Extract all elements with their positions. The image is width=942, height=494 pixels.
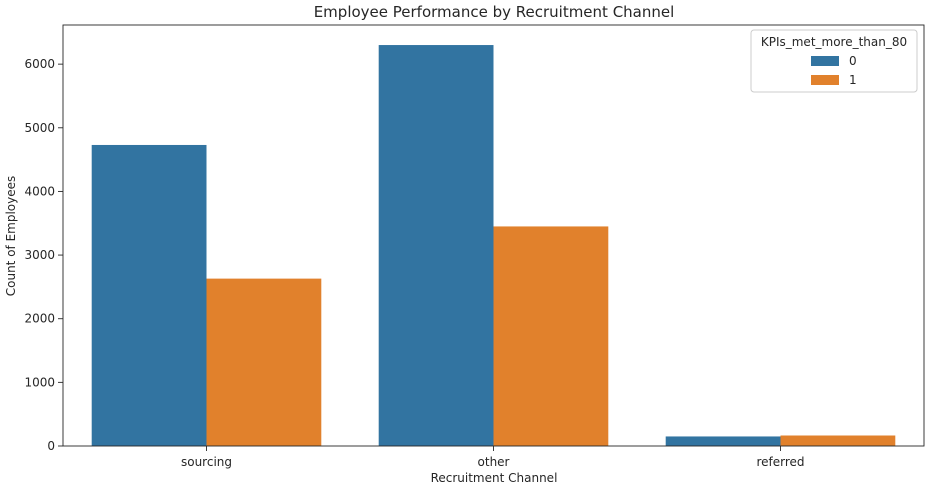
y-tick-label: 1000 [24,375,55,389]
y-tick-label: 6000 [24,57,55,71]
legend-swatch-0 [811,56,839,66]
y-tick-label: 0 [47,439,55,453]
bar-referred-series-1 [780,435,896,446]
y-tick-label: 2000 [24,312,55,326]
legend-title: KPIs_met_more_than_80 [761,35,907,49]
legend-swatch-1 [811,75,839,85]
legend-items: 01 [811,54,857,87]
bar-sourcing-series-1 [206,278,322,446]
x-axis: sourcing other referred [181,446,805,469]
bar-referred-series-0 [665,436,781,446]
y-tick-label: 4000 [24,184,55,198]
y-tick-label: 5000 [24,121,55,135]
legend: KPIs_met_more_than_80 01 [750,29,918,93]
legend-label-0: 0 [849,54,857,68]
y-tick-label: 3000 [24,248,55,262]
x-axis-label: Recruitment Channel [431,471,558,485]
bar-other-series-1 [493,226,609,446]
bar-other-series-0 [378,45,494,447]
y-axis-label: Count of Employees [4,176,18,297]
bars-group [91,45,896,447]
legend-label-1: 1 [849,73,857,87]
chart-title: Employee Performance by Recruitment Chan… [314,3,675,21]
x-tick-label: sourcing [181,455,232,469]
y-axis: 0 1000 2000 3000 4000 5000 6000 [24,57,63,453]
bar-sourcing-series-0 [91,144,207,446]
x-tick-label: referred [756,455,804,469]
x-tick-label: other [478,455,510,469]
